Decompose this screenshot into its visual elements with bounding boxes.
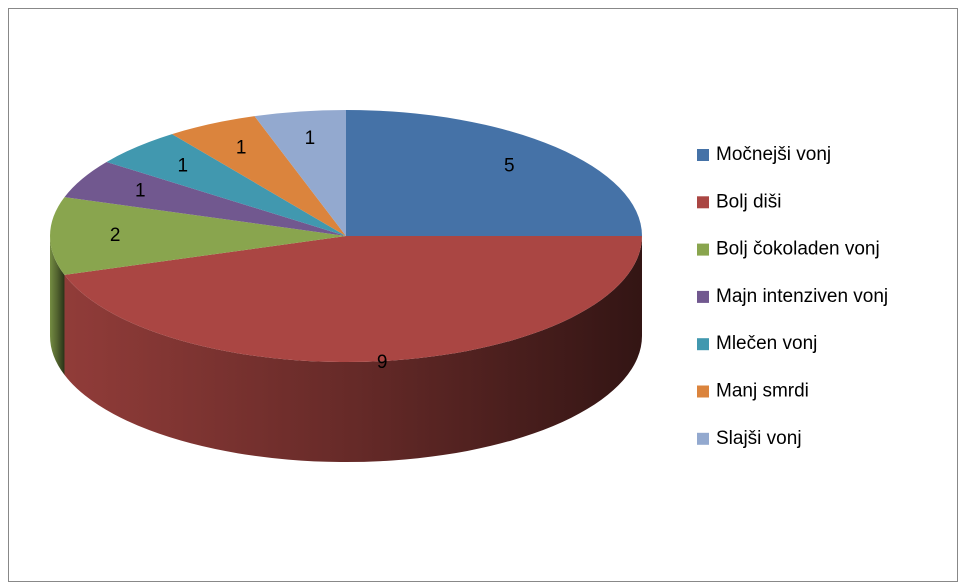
slice	[346, 110, 642, 236]
legend-swatch	[697, 290, 709, 303]
slice	[106, 134, 346, 236]
slice-side	[50, 236, 65, 375]
legend-swatch	[697, 385, 709, 398]
data-label: 1	[135, 180, 146, 201]
legend-label: Bolj čokoladen vonj	[716, 239, 880, 260]
legend-swatch	[697, 243, 709, 256]
legend-label: Slajši vonj	[716, 428, 802, 449]
legend-label: Manj smrdi	[716, 381, 809, 402]
data-label: 2	[110, 225, 121, 246]
slice	[50, 197, 347, 275]
slice-side	[64, 236, 642, 463]
slice	[64, 236, 642, 363]
legend-swatch	[697, 432, 709, 445]
legend-label: Mlečen vonj	[716, 333, 817, 354]
legend-swatch	[697, 196, 709, 209]
legend-label: Majn intenziven vonj	[716, 286, 888, 307]
data-label: 9	[377, 352, 388, 373]
data-label: 1	[236, 137, 247, 158]
legend-label: Bolj diši	[716, 191, 781, 212]
slice	[254, 110, 346, 236]
legend-swatch	[697, 338, 709, 351]
legend-swatch	[697, 149, 709, 161]
slice	[172, 116, 346, 236]
slice	[64, 161, 346, 236]
legend-label: Močnejši vonj	[716, 144, 831, 165]
data-label: 5	[504, 156, 515, 177]
data-label: 1	[305, 128, 316, 149]
data-label: 1	[177, 156, 188, 177]
